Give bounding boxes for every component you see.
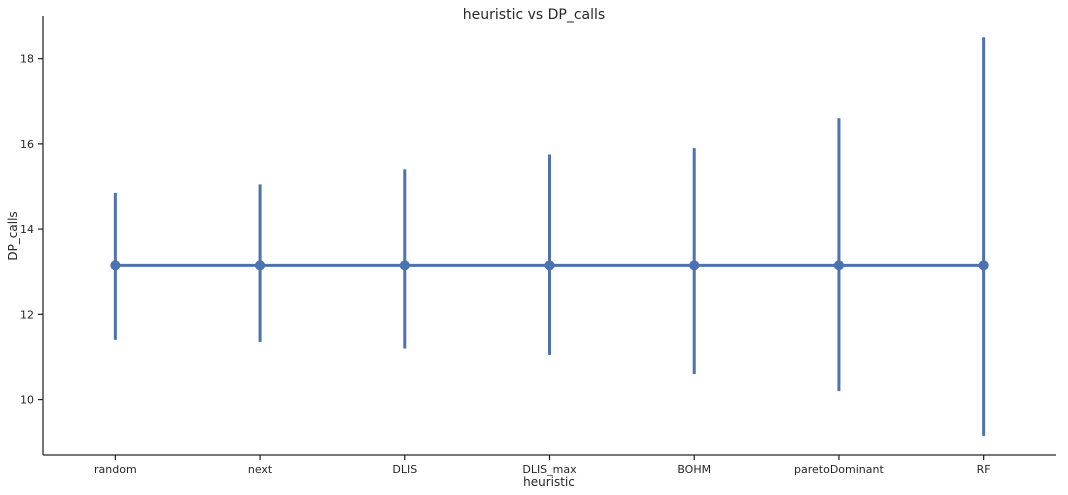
- data-point: [544, 260, 555, 271]
- y-tick-label: 14: [20, 223, 34, 236]
- x-ticks: random next DLIS DLIS_max BOHM paretoDominant…: [94, 455, 991, 476]
- y-tick-label: 16: [20, 138, 34, 151]
- data-point: [399, 260, 410, 271]
- data-point: [689, 260, 700, 271]
- data-point: [833, 260, 844, 271]
- y-ticks: 10 12 14 16 18: [20, 53, 43, 407]
- y-tick-label: 10: [20, 394, 34, 407]
- y-tick-label: 18: [20, 53, 34, 66]
- data-point: [110, 260, 121, 271]
- x-tick-label: BOHM: [677, 463, 711, 476]
- x-tick-label: DLIS_max: [522, 463, 577, 476]
- y-tick-label: 12: [20, 308, 34, 321]
- x-axis-title: heuristic: [523, 475, 575, 489]
- data-marks: [110, 37, 989, 436]
- x-tick-label: paretoDominant: [794, 463, 884, 476]
- y-axis-title: DP_calls: [6, 211, 20, 260]
- data-point: [255, 260, 266, 271]
- x-tick-label: next: [248, 463, 273, 476]
- chart-title: heuristic vs DP_calls: [463, 7, 605, 23]
- x-tick-label: random: [94, 463, 137, 476]
- x-tick-label: RF: [977, 463, 991, 476]
- data-point: [978, 260, 989, 271]
- x-tick-label: DLIS: [392, 463, 417, 476]
